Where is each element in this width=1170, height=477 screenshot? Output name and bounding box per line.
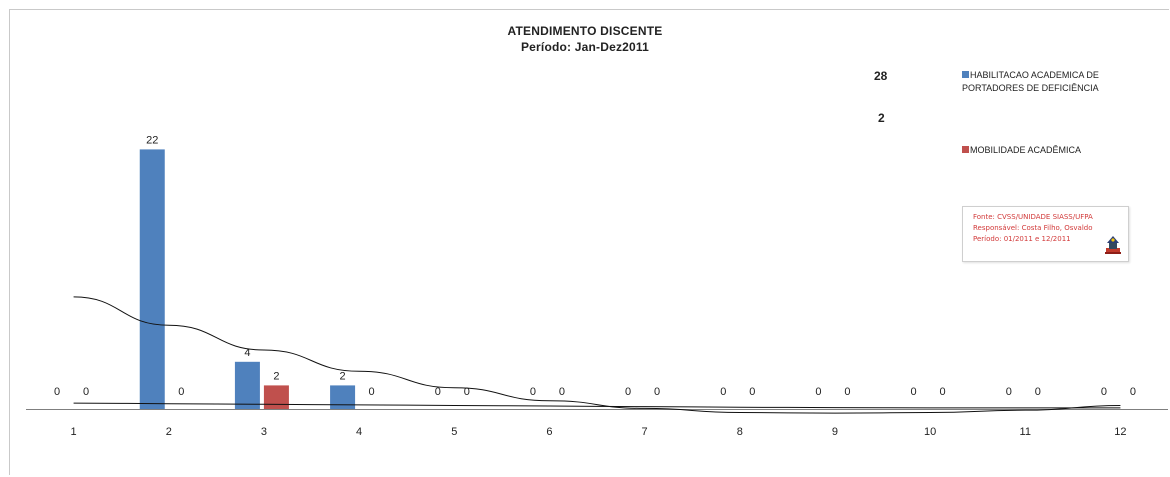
x-tick-label: 11 xyxy=(1020,426,1031,438)
legend-label-habilitacao: HABILITACAO ACADEMICA DE PORTADORES DE D… xyxy=(962,70,1099,93)
x-tick-label: 4 xyxy=(356,426,362,438)
data-label: 4 xyxy=(244,347,250,359)
ufpa-logo-icon xyxy=(1105,236,1121,254)
data-label: 0 xyxy=(530,386,536,398)
data-label: 0 xyxy=(911,386,917,398)
source-line-fonte: Fonte: CVSS/UNIDADE SIASS/UFPA xyxy=(973,213,1093,221)
legend-total-habilitacao: 28 xyxy=(874,69,888,83)
legend-item-mobilidade: MOBILIDADE ACADÊMICA xyxy=(962,144,1081,157)
data-label: 0 xyxy=(369,386,375,398)
chart-subtitle: Período: Jan-Dez2011 xyxy=(520,40,650,54)
bar-habilitacao xyxy=(330,385,356,409)
data-label: 0 xyxy=(464,386,470,398)
legend-item-habilitacao: HABILITACAO ACADEMICA DE PORTADORES DE D… xyxy=(962,69,1132,95)
source-line-periodo: Período: 01/2011 e 12/2011 xyxy=(973,235,1071,243)
trendline-habilitacao xyxy=(73,296,1121,414)
data-label: 0 xyxy=(815,386,821,398)
data-label: 0 xyxy=(435,386,441,398)
data-label: 0 xyxy=(559,386,565,398)
legend-label-mobilidade: MOBILIDADE ACADÊMICA xyxy=(970,145,1082,155)
data-label: 2 xyxy=(340,370,346,382)
chart-title: ATENDIMENTO DISCENTE xyxy=(507,24,663,38)
data-label: 0 xyxy=(720,386,726,398)
bar-habilitacao xyxy=(139,149,165,409)
data-label: 0 xyxy=(54,386,60,398)
x-tick-label: 10 xyxy=(924,426,936,438)
source-line-responsavel: Responsável: Costa Filho, Osvaldo xyxy=(973,224,1093,232)
data-label: 0 xyxy=(940,386,946,398)
data-label: 0 xyxy=(178,386,184,398)
trendline-mobilidade xyxy=(73,402,1121,409)
source-box: Fonte: CVSS/UNIDADE SIASS/UFPA Responsáv… xyxy=(962,206,1129,262)
chart-frame xyxy=(9,9,1169,475)
data-label: 22 xyxy=(146,134,158,146)
data-label: 0 xyxy=(625,386,631,398)
data-label: 0 xyxy=(1130,386,1136,398)
x-tick-label: 3 xyxy=(261,426,267,438)
legend-swatch-mobilidade xyxy=(962,146,969,153)
data-label: 0 xyxy=(749,386,755,398)
x-tick-label: 7 xyxy=(642,426,648,438)
data-label: 0 xyxy=(1035,386,1041,398)
x-tick-label: 9 xyxy=(832,426,838,438)
legend-swatch-habilitacao xyxy=(962,71,969,78)
data-label: 0 xyxy=(1101,386,1107,398)
data-label: 0 xyxy=(844,386,850,398)
x-tick-label: 1 xyxy=(71,426,77,438)
x-tick-label: 2 xyxy=(166,426,172,438)
data-label: 0 xyxy=(83,386,89,398)
x-tick-label: 8 xyxy=(737,426,743,438)
x-tick-label: 5 xyxy=(451,426,457,438)
legend-total-mobilidade: 2 xyxy=(878,111,885,125)
data-label: 0 xyxy=(654,386,660,398)
data-label: 2 xyxy=(273,370,279,382)
data-label: 0 xyxy=(1006,386,1012,398)
x-tick-label: 12 xyxy=(1114,426,1126,438)
x-tick-label: 6 xyxy=(546,426,552,438)
bar-habilitacao xyxy=(234,361,260,409)
bar-mobilidade xyxy=(263,385,289,409)
